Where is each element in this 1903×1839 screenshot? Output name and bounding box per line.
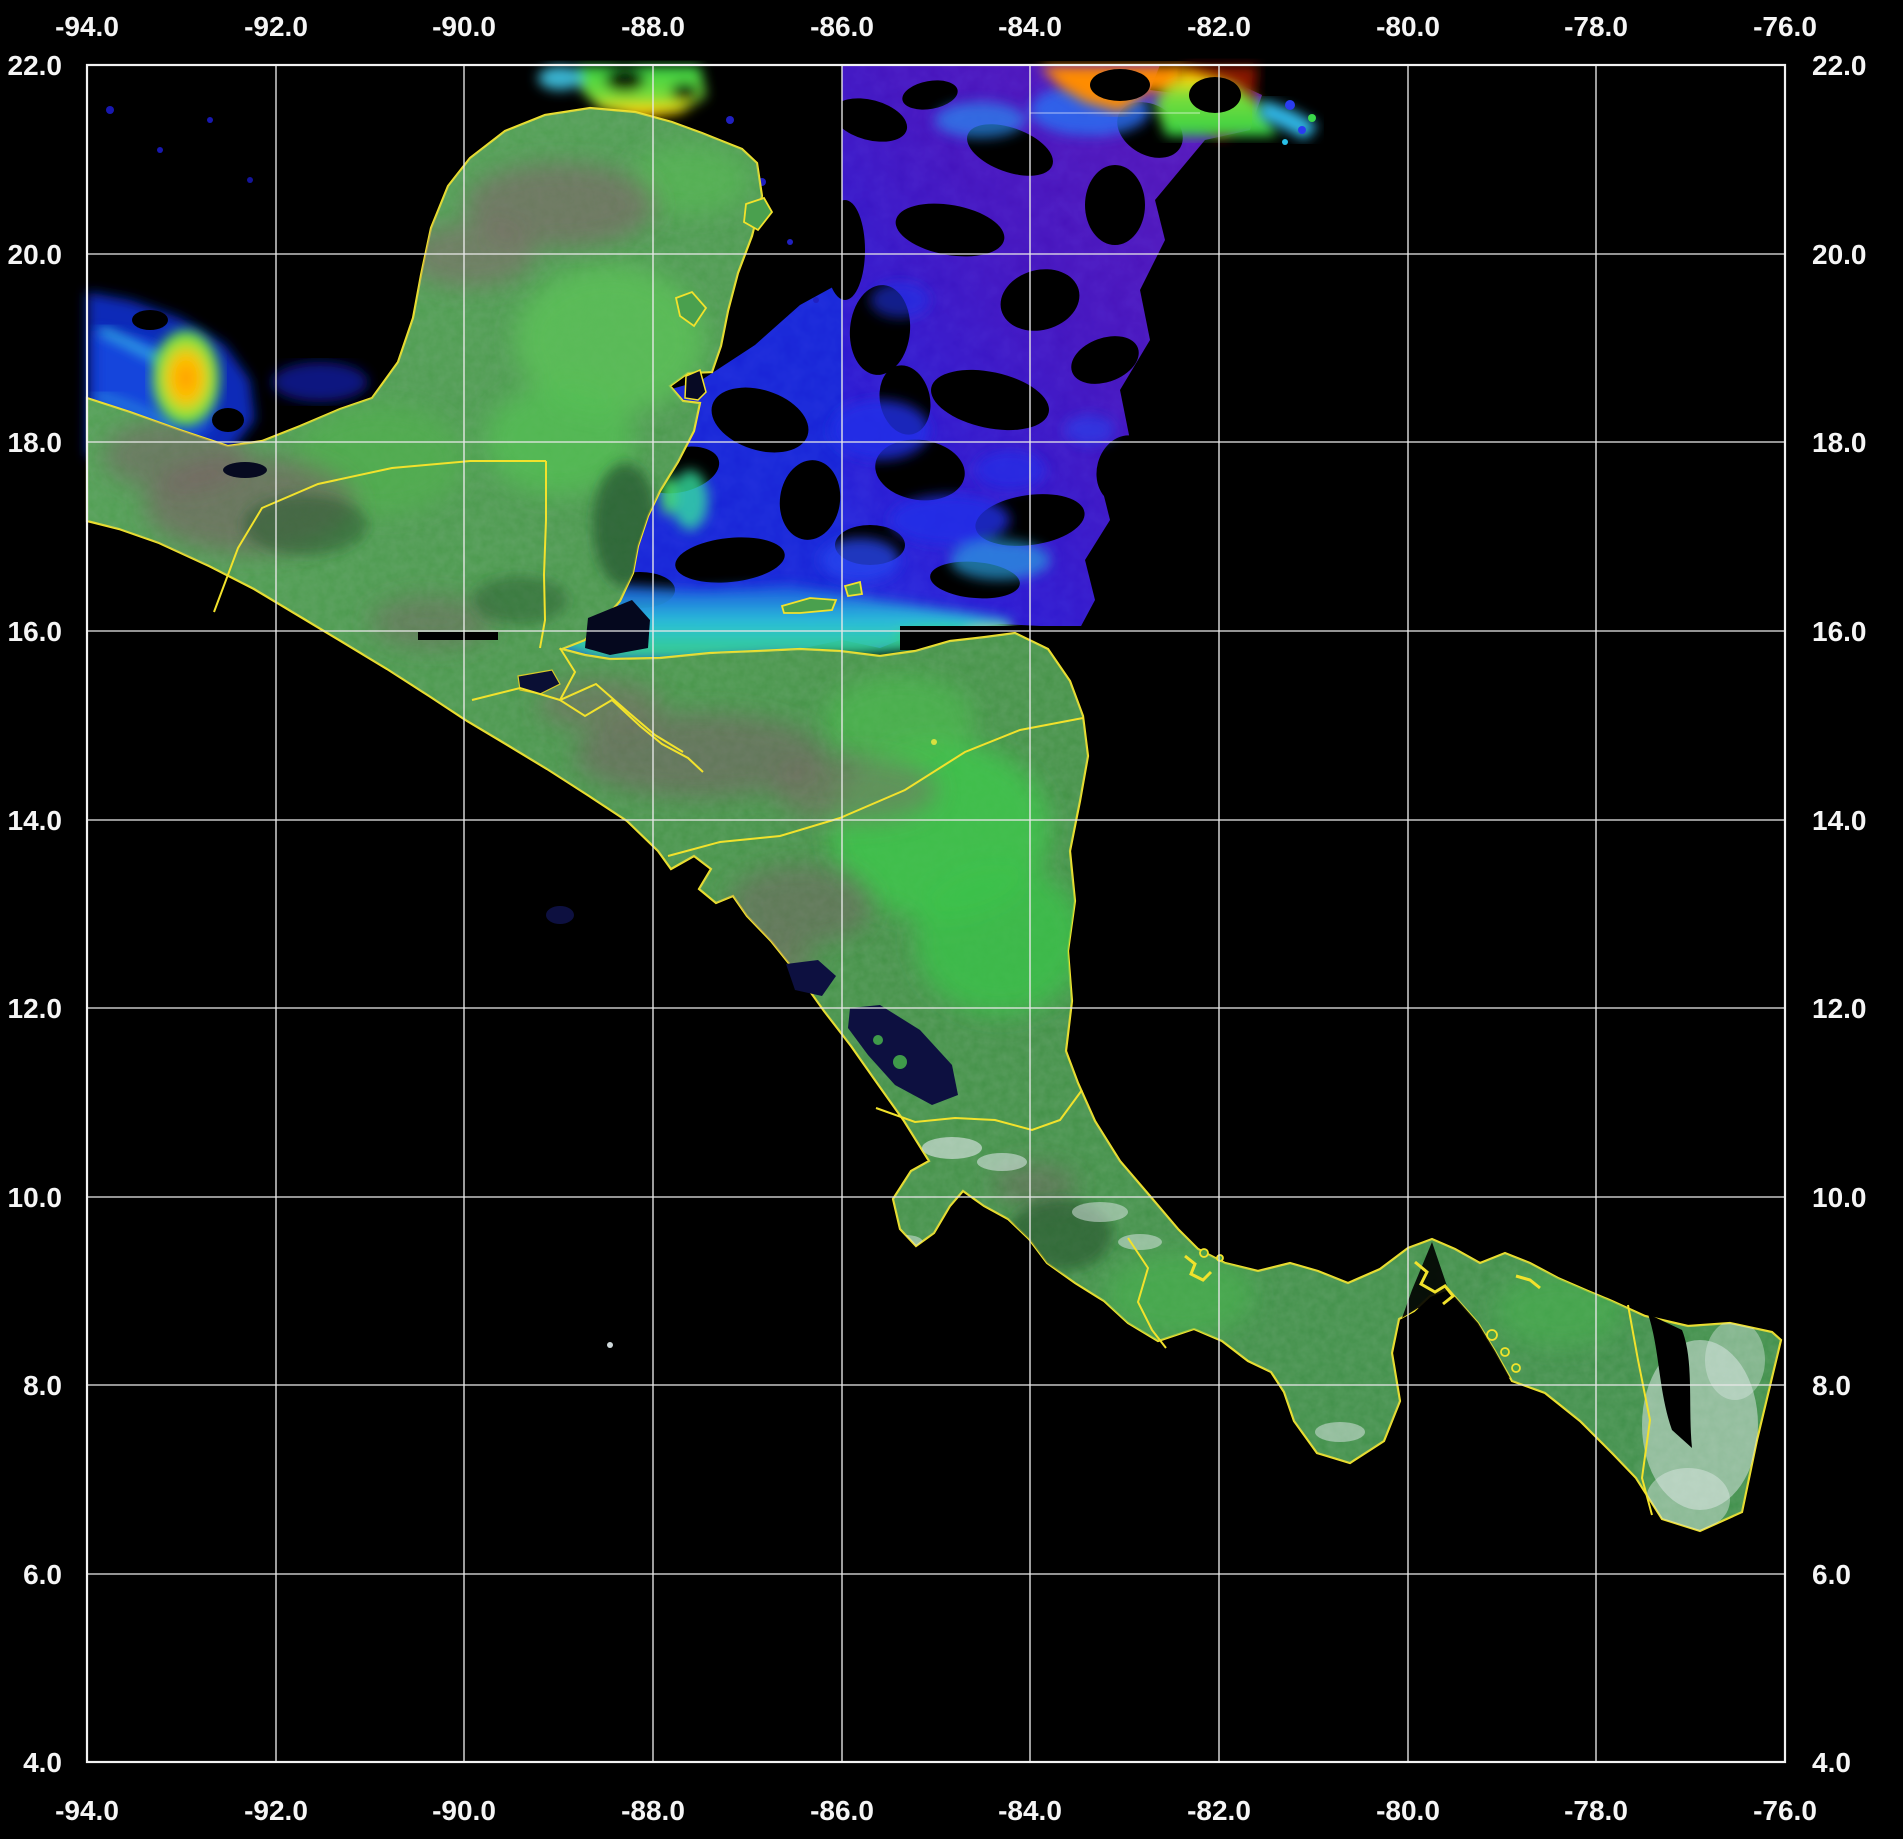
border-mexico-guatemala <box>213 460 546 613</box>
border-nicaragua-costa-rica <box>875 1089 1083 1132</box>
lon-tick-top: -76.0 <box>1753 11 1817 42</box>
pearl-island <box>1486 1329 1498 1341</box>
plot-border <box>85 63 1787 1764</box>
ambergris-caye <box>674 290 708 328</box>
border-cluster-marks <box>1184 1254 1213 1282</box>
pacific-cloud-speck <box>607 1342 613 1348</box>
border-guatemala-honduras <box>558 647 704 773</box>
lon-tick-bottom: -90.0 <box>432 1795 496 1826</box>
lon-tick-top: -84.0 <box>998 11 1062 42</box>
lat-tick-left: 20.0 <box>8 239 63 270</box>
lakes <box>223 462 958 1105</box>
lon-tick-top: -86.0 <box>810 11 874 42</box>
lat-tick-left: 8.0 <box>23 1370 62 1401</box>
lat-tick-left: 12.0 <box>8 993 63 1024</box>
small-lake <box>546 906 574 924</box>
lon-tick-bottom: -88.0 <box>621 1795 685 1826</box>
highland-maroon-patches <box>103 163 1077 1207</box>
lat-tick-right: 20.0 <box>1812 239 1867 270</box>
lat-tick-right: 14.0 <box>1812 805 1867 836</box>
lake-nicaragua <box>848 1005 958 1105</box>
guanaja-island <box>843 580 864 598</box>
ometepe-island <box>893 1055 907 1069</box>
gulf-of-uraba-inlet <box>1648 1314 1692 1448</box>
vegetation-patches <box>295 145 1625 1348</box>
yucatan-north-plume <box>538 66 706 119</box>
cozumel-island <box>743 196 774 232</box>
lat-tick-left: 16.0 <box>8 616 63 647</box>
islands <box>674 196 1521 1373</box>
gulf-of-honduras-bay <box>585 600 650 655</box>
chetumal-bay <box>684 368 707 401</box>
border-honduras-nicaragua <box>667 717 1084 857</box>
lake-managua <box>786 960 836 996</box>
lat-tick-right: 16.0 <box>1812 616 1867 647</box>
lon-tick-bottom: -78.0 <box>1564 1795 1628 1826</box>
lat-tick-right: 6.0 <box>1812 1559 1851 1590</box>
lon-tick-top: -90.0 <box>432 11 496 42</box>
cay-speck <box>931 739 937 745</box>
border-costa-rica-panama <box>1127 1237 1167 1349</box>
gulf-of-panama <box>1402 1242 1510 1378</box>
lat-tick-left: 4.0 <box>23 1747 62 1778</box>
bocas-island <box>1216 1254 1224 1262</box>
lon-tick-bottom: -82.0 <box>1187 1795 1251 1826</box>
panama-canal-marks <box>1414 1260 1456 1306</box>
lat-tick-left: 10.0 <box>8 1182 63 1213</box>
plume-orange-core <box>152 330 220 426</box>
lon-tick-top: -80.0 <box>1376 11 1440 42</box>
border-panama-colombia <box>1627 1304 1653 1516</box>
lat-tick-left: 18.0 <box>8 427 63 458</box>
lake-islet <box>873 1035 883 1045</box>
lon-tick-top: -88.0 <box>621 11 685 42</box>
lat-tick-right: 10.0 <box>1812 1182 1867 1213</box>
lon-tick-top: -82.0 <box>1187 11 1251 42</box>
lat-tick-left: 22.0 <box>8 50 63 81</box>
border-guatemala-belize <box>539 461 547 649</box>
lat-tick-right: 12.0 <box>1812 993 1867 1024</box>
lat-tick-right: 22.0 <box>1812 50 1867 81</box>
country-borders <box>213 460 1653 1516</box>
lon-tick-bottom: -84.0 <box>998 1795 1062 1826</box>
pearl-island <box>1511 1363 1521 1373</box>
lon-tick-bottom: -86.0 <box>810 1795 874 1826</box>
lon-tick-bottom: -92.0 <box>244 1795 308 1826</box>
lon-tick-bottom: -94.0 <box>55 1795 119 1826</box>
lat-tick-left: 14.0 <box>8 805 63 836</box>
lon-tick-top: -78.0 <box>1564 11 1628 42</box>
lat-tick-right: 8.0 <box>1812 1370 1851 1401</box>
lon-tick-top: -94.0 <box>55 11 119 42</box>
coastal-marks <box>1515 1274 1541 1290</box>
axis-labels: -94.0 -94.0 -92.0 -92.0 -90.0 -90.0 -88.0 -88.0… <box>8 11 1867 1826</box>
roatan-island <box>780 597 838 614</box>
chiapas-dark-valley <box>223 462 267 478</box>
lat-tick-right: 4.0 <box>1812 1747 1851 1778</box>
lat-tick-left: 6.0 <box>23 1559 62 1590</box>
coast-black-dash <box>418 632 498 640</box>
bocas-island <box>1199 1248 1209 1258</box>
lon-tick-bottom: -76.0 <box>1753 1795 1817 1826</box>
lon-tick-top: -92.0 <box>244 11 308 42</box>
pearl-island <box>1500 1347 1510 1357</box>
lon-tick-bottom: -80.0 <box>1376 1795 1440 1826</box>
border-el-salvador <box>471 682 684 753</box>
lagoon-dark-water <box>272 362 368 402</box>
lat-tick-right: 18.0 <box>1812 427 1867 458</box>
